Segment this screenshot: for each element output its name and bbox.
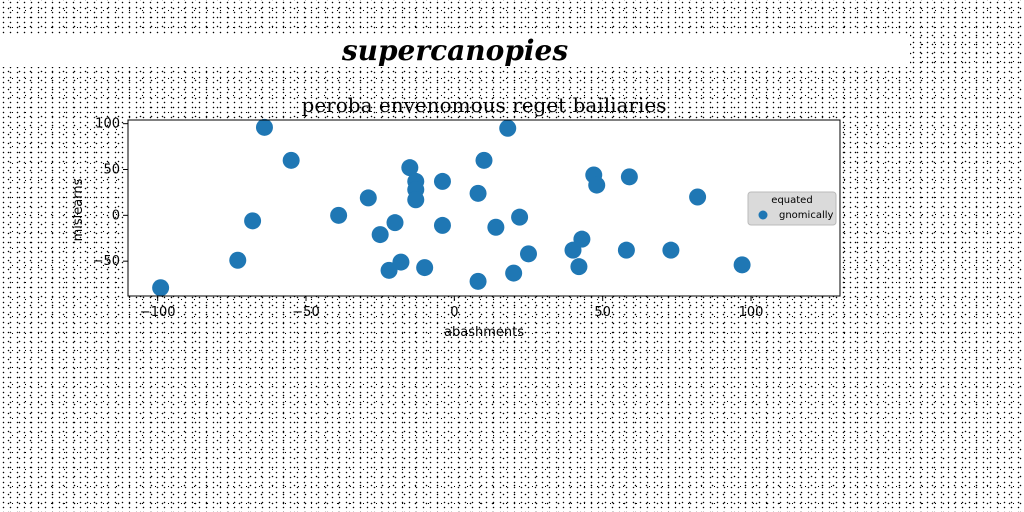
y-tick-label: 0 bbox=[112, 208, 120, 223]
scatter-point bbox=[620, 168, 638, 186]
scatter-point bbox=[244, 212, 262, 230]
plot-area bbox=[128, 120, 840, 296]
x-tick-label: 50 bbox=[594, 305, 611, 320]
scatter-point bbox=[401, 159, 419, 177]
plot-frame bbox=[127, 119, 841, 297]
y-axis-label: mislearns bbox=[71, 178, 86, 241]
scatter-point bbox=[733, 256, 751, 274]
scatter-point bbox=[152, 279, 170, 297]
scatter-point bbox=[380, 261, 398, 279]
scatter-point bbox=[359, 189, 377, 207]
scatter-point bbox=[282, 151, 300, 169]
scatter-point bbox=[255, 118, 273, 136]
scatter-point bbox=[588, 176, 606, 194]
scatter-point bbox=[511, 208, 529, 226]
figure-suptitle: supercanopies bbox=[0, 34, 910, 67]
x-axis-label: abashments bbox=[444, 325, 524, 340]
scatter-point bbox=[487, 218, 505, 236]
scatter-point bbox=[330, 206, 348, 224]
legend-entry-label: gnomically bbox=[779, 210, 834, 221]
y-tick-label: −50 bbox=[93, 254, 120, 269]
scatter-point bbox=[386, 214, 404, 232]
legend: equated gnomically bbox=[747, 191, 837, 226]
scatter-point bbox=[520, 245, 537, 263]
scatter-point bbox=[229, 251, 247, 269]
x-tick-label: 100 bbox=[739, 305, 764, 320]
scatter-point bbox=[570, 258, 588, 276]
scatter-point bbox=[617, 241, 635, 259]
scatter-point bbox=[392, 253, 410, 271]
scatter-point bbox=[573, 230, 591, 248]
scatter-point bbox=[505, 264, 523, 282]
scatter-point bbox=[407, 191, 425, 209]
y-tick-label: 50 bbox=[103, 163, 120, 178]
x-tick-label: −100 bbox=[140, 305, 176, 320]
legend-frame bbox=[747, 191, 837, 226]
x-tick-label: −50 bbox=[292, 305, 319, 320]
scatter-point bbox=[433, 216, 451, 234]
chart-title: peroba envenomous reget bailiaries bbox=[302, 93, 667, 117]
scatter-point bbox=[371, 226, 389, 244]
scatter-point bbox=[469, 184, 487, 202]
scatter-point bbox=[689, 188, 707, 206]
scatter-point bbox=[433, 172, 451, 190]
scatter-point bbox=[416, 259, 434, 277]
scatter-point bbox=[499, 119, 517, 137]
scatter-point bbox=[475, 151, 493, 169]
legend-marker bbox=[758, 210, 768, 220]
legend-title: equated bbox=[771, 195, 812, 206]
x-tick-label: 0 bbox=[450, 305, 458, 320]
y-tick-label: 100 bbox=[95, 117, 120, 132]
scatter-point bbox=[662, 241, 680, 259]
scatter-point bbox=[469, 272, 487, 290]
